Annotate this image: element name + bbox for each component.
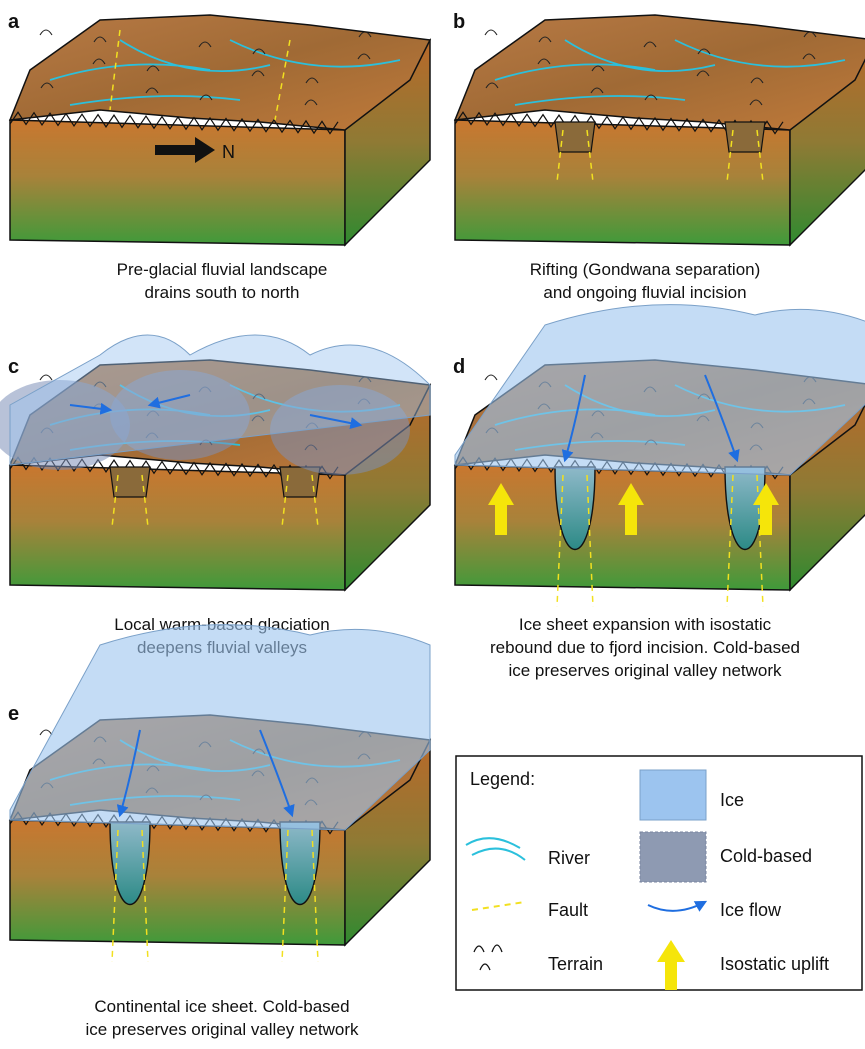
panel: b Rifting (Gondwana separation) and ongoin… xyxy=(453,11,865,302)
panel: d Ice sheet expansion with isostatic rebou… xyxy=(453,305,865,680)
panel: e Continental ice sheet. Cold-based ice pr… xyxy=(8,625,430,1039)
terrain xyxy=(40,375,52,380)
panel-caption: Pre-glacial fluvial landscape xyxy=(117,260,328,279)
panel-label: a xyxy=(8,11,20,33)
block-top xyxy=(455,15,865,130)
legend: Legend: River Fault Terrain Ice Cold-bas… xyxy=(456,756,862,990)
panel: cLocal warm-based glaciationdeepens fluv… xyxy=(0,335,430,657)
legend-label: Terrain xyxy=(548,954,603,974)
valley xyxy=(555,122,595,152)
legend-label: Isostatic uplift xyxy=(720,954,829,974)
panel-caption: ice preserves original valley network xyxy=(85,1020,359,1039)
panel-label: e xyxy=(8,703,19,725)
panel-caption: and ongoing fluvial incision xyxy=(543,283,746,302)
figure: a N Pre-glacial fluvial landscape drains so… xyxy=(0,0,865,1049)
panel-caption: rebound due to fjord incision. Cold-base… xyxy=(490,638,800,657)
terrain xyxy=(40,730,52,735)
panel-caption: Rifting (Gondwana separation) xyxy=(530,260,761,279)
panel-label: d xyxy=(453,356,465,378)
ice-sheet xyxy=(10,625,430,830)
cold-based-symbol xyxy=(640,832,706,882)
terrain xyxy=(40,30,52,35)
panel-caption: Ice sheet expansion with isostatic xyxy=(519,615,772,634)
valley xyxy=(110,467,150,497)
panel-caption: drains south to north xyxy=(145,283,300,302)
panel-label: b xyxy=(453,11,465,33)
panel: a N Pre-glacial fluvial landscape drains so… xyxy=(8,11,430,302)
legend-label: Cold-based xyxy=(720,846,812,866)
ice-symbol xyxy=(640,770,706,820)
legend-label: Ice xyxy=(720,790,744,810)
north-label: N xyxy=(222,142,235,162)
page: a N Pre-glacial fluvial landscape drains so… xyxy=(0,0,865,1049)
legend-label: River xyxy=(548,848,590,868)
terrain xyxy=(485,30,497,35)
panel-label: c xyxy=(8,356,19,378)
ice-sheet xyxy=(455,305,865,475)
valley xyxy=(725,122,765,152)
legend-title: Legend: xyxy=(470,769,535,789)
panel-caption: Continental ice sheet. Cold-based xyxy=(94,997,349,1016)
terrain xyxy=(485,375,497,380)
block-front xyxy=(10,120,345,245)
legend-label: Fault xyxy=(548,900,588,920)
legend-label: Ice flow xyxy=(720,900,782,920)
panel-caption: ice preserves original valley network xyxy=(508,661,782,680)
